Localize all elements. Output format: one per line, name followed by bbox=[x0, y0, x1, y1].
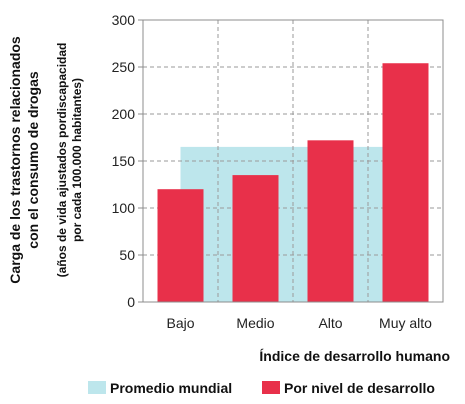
x-tick-label: Medio bbox=[236, 315, 274, 331]
y-axis-subtitle-line2: por cada 100.000 habitantes) bbox=[70, 78, 84, 242]
legend-label-by-development: Por nivel de desarrollo bbox=[284, 380, 435, 396]
y-axis-title-line2: con el consumo de drogas bbox=[25, 71, 41, 249]
legend-swatch-world-average bbox=[88, 381, 106, 394]
legend: Promedio mundial Por nivel de desarrollo bbox=[88, 380, 435, 396]
y-tick-label: 150 bbox=[112, 153, 136, 169]
y-tick-label: 300 bbox=[112, 12, 136, 28]
plot-frame bbox=[138, 19, 444, 303]
y-axis-title-line1: Carga de los trastornos relacionados bbox=[7, 36, 23, 284]
bar-alto bbox=[307, 140, 354, 302]
legend-swatch-by-development bbox=[262, 381, 280, 394]
bar-series bbox=[157, 63, 429, 302]
y-tick-label: 0 bbox=[127, 294, 135, 310]
x-axis-title: Índice de desarrollo humano bbox=[259, 348, 450, 364]
bar-medio bbox=[232, 175, 279, 302]
y-tick-label: 100 bbox=[112, 200, 136, 216]
bar-muy-alto bbox=[382, 63, 429, 302]
y-axis-subtitle-line1: (años de vida ajustados pordiscapacidad bbox=[55, 43, 69, 278]
bar-bajo bbox=[157, 189, 204, 302]
legend-label-world-average: Promedio mundial bbox=[110, 380, 232, 396]
y-tick-label: 200 bbox=[112, 106, 136, 122]
x-tick-label: Alto bbox=[318, 315, 342, 331]
y-tick-labels: 0 50 100 150 200 250 300 bbox=[112, 12, 136, 310]
x-tick-labels: Bajo Medio Alto Muy alto bbox=[166, 315, 432, 331]
y-tick-label: 50 bbox=[119, 247, 135, 263]
x-tick-label: Muy alto bbox=[379, 315, 432, 331]
x-tick-label: Bajo bbox=[166, 315, 194, 331]
y-tick-label: 250 bbox=[112, 59, 136, 75]
